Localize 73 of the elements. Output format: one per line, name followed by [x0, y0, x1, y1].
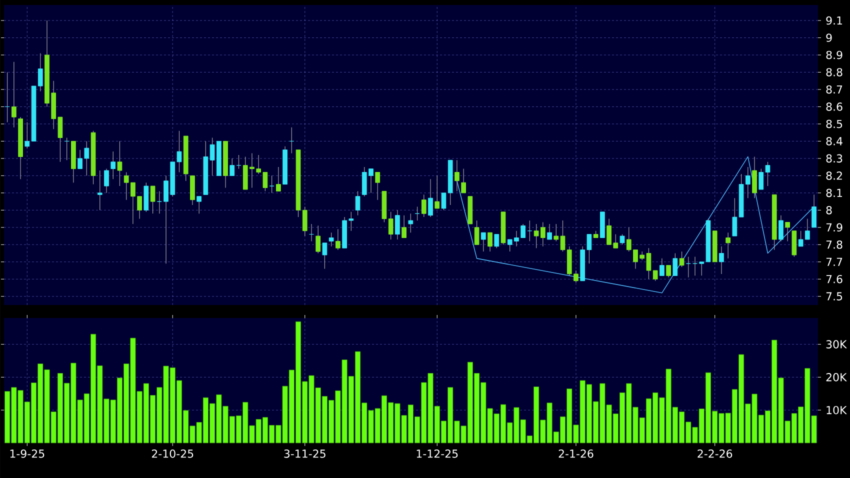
candlestick — [395, 210, 400, 240]
candlestick — [117, 140, 122, 186]
y-tick-label: 7.9 — [826, 223, 842, 232]
y-tick-label: 7.6 — [826, 274, 842, 284]
y-tick-label: 8.8 — [826, 68, 842, 76]
candlestick — [812, 194, 816, 228]
candlestick — [150, 186, 156, 214]
candlestick — [726, 232, 731, 259]
candlestick — [24, 122, 30, 148]
x-tick-label: 1-12-25 — [416, 450, 458, 458]
y-tick-label: 8.5 — [826, 120, 842, 128]
candlestick — [388, 212, 394, 240]
candlestick — [336, 228, 340, 250]
y-tick-label: 8.4 — [826, 137, 842, 146]
y-tick-label: 10K — [826, 406, 847, 414]
candlestick — [156, 190, 162, 214]
candlestick — [732, 198, 738, 236]
candlestick — [421, 194, 426, 218]
y-tick-label: 30K — [826, 340, 847, 348]
candlestick — [660, 258, 664, 276]
candlestick — [375, 172, 380, 200]
candlestick — [110, 151, 116, 180]
y-tick-label: 8.3 — [826, 154, 842, 163]
y-tick-label: 8.6 — [826, 102, 842, 111]
candlestick — [672, 252, 678, 276]
candlestick — [785, 222, 790, 242]
candlestick — [196, 196, 202, 214]
candlestick — [269, 175, 274, 194]
candlestick — [752, 156, 757, 198]
candlestick — [620, 234, 625, 245]
candlestick — [408, 213, 414, 233]
y-tick-label: 7.8 — [826, 240, 842, 249]
candlestick — [666, 265, 671, 278]
candlestick — [488, 232, 492, 252]
candlestick — [230, 158, 235, 176]
candlestick — [652, 270, 658, 282]
y-tick-label: 7.7 — [826, 258, 842, 266]
x-tick-label: 1-9-25 — [10, 450, 44, 458]
candlestick — [428, 178, 433, 218]
candlestick — [328, 232, 334, 247]
candlestick — [316, 225, 321, 254]
candlestick — [402, 215, 406, 238]
x-tick-label: 2-2-26 — [698, 450, 732, 458]
y-tick-label: 9 — [826, 34, 832, 42]
y-tick-label: 7.5 — [826, 292, 842, 300]
candlestick — [355, 190, 360, 216]
candlestick — [461, 168, 466, 194]
candlestick — [547, 224, 552, 240]
candlestick — [434, 175, 440, 209]
candlestick — [554, 224, 559, 242]
y-tick-label: 9.1 — [826, 16, 842, 25]
y-tick-label: 8.2 — [826, 172, 842, 180]
candlestick — [474, 220, 480, 245]
candlestick — [719, 246, 724, 274]
candlestick — [276, 166, 281, 192]
candlestick — [11, 62, 16, 128]
x-tick-label: 2-10-25 — [152, 450, 194, 458]
candlestick — [778, 215, 784, 242]
x-tick-label: 2-1-26 — [558, 450, 594, 458]
candlestick — [322, 242, 328, 270]
candlestick — [97, 170, 102, 210]
candlestick — [679, 251, 684, 268]
y-tick-label: 8 — [826, 206, 832, 214]
candlestick — [441, 192, 446, 210]
candlestick — [480, 232, 486, 252]
x-tick-label: 3-11-25 — [284, 450, 326, 458]
y-tick-label: 8.7 — [826, 85, 842, 94]
y-tick-label: 8.1 — [826, 188, 842, 198]
candlestick — [454, 160, 460, 192]
candlestick — [104, 168, 109, 194]
candlestick — [494, 234, 500, 248]
y-tick-label: 8.9 — [826, 50, 842, 60]
y-tick-label: 20K — [826, 373, 847, 382]
